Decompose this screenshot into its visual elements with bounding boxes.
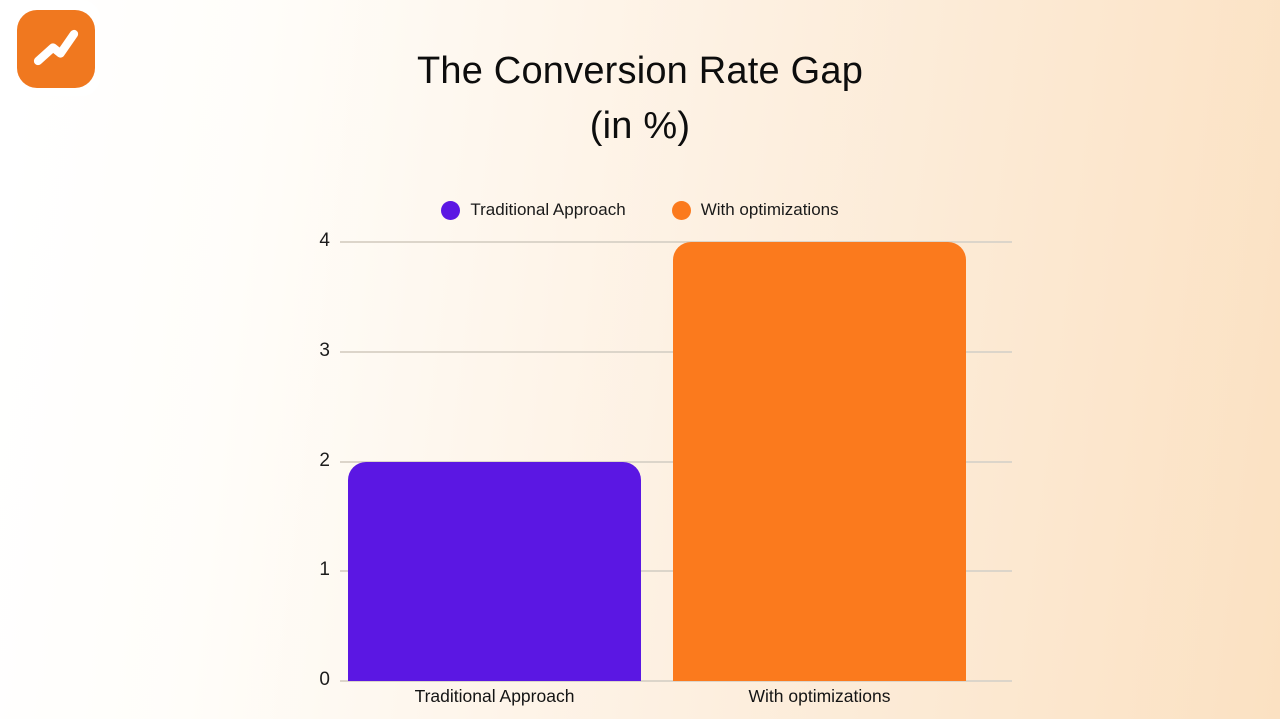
legend-dot-icon bbox=[671, 200, 691, 220]
gridline bbox=[340, 241, 1012, 243]
chart-title: The Conversion Rate Gap (in %) bbox=[0, 44, 1280, 154]
chart-title-line1: The Conversion Rate Gap bbox=[416, 50, 864, 92]
trending-up-icon bbox=[33, 29, 79, 66]
x-axis-labels: Traditional Approach With optimizations bbox=[340, 686, 1012, 712]
y-axis-labels: 0 1 2 3 4 bbox=[284, 230, 330, 690]
logo-card bbox=[12, 0, 100, 96]
y-tick-label: 3 bbox=[319, 339, 330, 361]
y-tick-label: 2 bbox=[319, 449, 330, 471]
x-tick-label: With optimizations bbox=[748, 686, 891, 706]
legend-dot-icon bbox=[441, 200, 461, 220]
y-tick-label: 0 bbox=[319, 669, 330, 691]
y-tick-label: 4 bbox=[319, 230, 330, 252]
legend-item-1: With optimizations bbox=[671, 200, 839, 220]
legend: Traditional Approach With optimizations bbox=[0, 196, 1280, 224]
y-tick-label: 1 bbox=[319, 559, 330, 581]
legend-item-0: Traditional Approach bbox=[441, 200, 626, 220]
bar-1 bbox=[673, 242, 966, 681]
x-tick-label: Traditional Approach bbox=[414, 686, 575, 706]
gridline bbox=[340, 680, 1012, 682]
plot-area bbox=[340, 241, 1012, 682]
bar-0 bbox=[348, 461, 641, 681]
legend-label: Traditional Approach bbox=[470, 200, 626, 219]
logo bbox=[17, 10, 95, 88]
legend-label: With optimizations bbox=[700, 200, 839, 219]
chart-title-line2: (in %) bbox=[589, 105, 691, 147]
